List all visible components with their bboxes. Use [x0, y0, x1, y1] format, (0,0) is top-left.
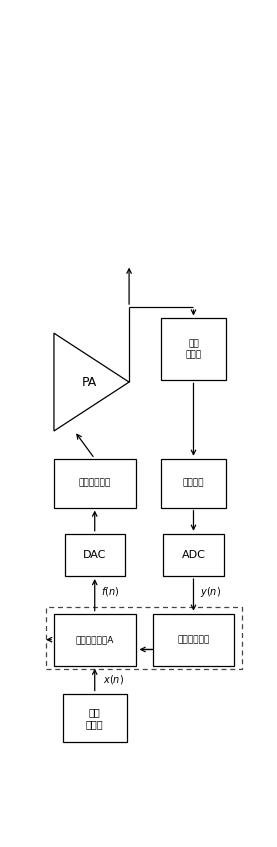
Text: DAC: DAC [83, 550, 106, 560]
Text: 基带
信号源: 基带 信号源 [86, 707, 104, 728]
FancyBboxPatch shape [153, 613, 234, 666]
Text: $y(n)$: $y(n)$ [200, 584, 221, 599]
Text: ADC: ADC [181, 550, 206, 560]
Text: 预失真训练器: 预失真训练器 [177, 635, 210, 645]
FancyBboxPatch shape [54, 613, 135, 666]
Text: $f(n)$: $f(n)$ [101, 585, 119, 598]
FancyBboxPatch shape [54, 459, 135, 507]
FancyBboxPatch shape [161, 459, 226, 507]
Text: $x(n)$: $x(n)$ [103, 673, 124, 686]
Text: 耦合
分路器: 耦合 分路器 [185, 340, 202, 359]
Text: 射频发射通道: 射频发射通道 [79, 479, 111, 488]
Text: 反馈通道: 反馈通道 [183, 479, 204, 488]
Text: PA: PA [82, 375, 97, 389]
FancyBboxPatch shape [163, 534, 224, 576]
FancyBboxPatch shape [161, 318, 226, 380]
FancyBboxPatch shape [63, 694, 127, 743]
FancyBboxPatch shape [65, 534, 125, 576]
Text: 预失真处理器A: 预失真处理器A [76, 635, 114, 645]
